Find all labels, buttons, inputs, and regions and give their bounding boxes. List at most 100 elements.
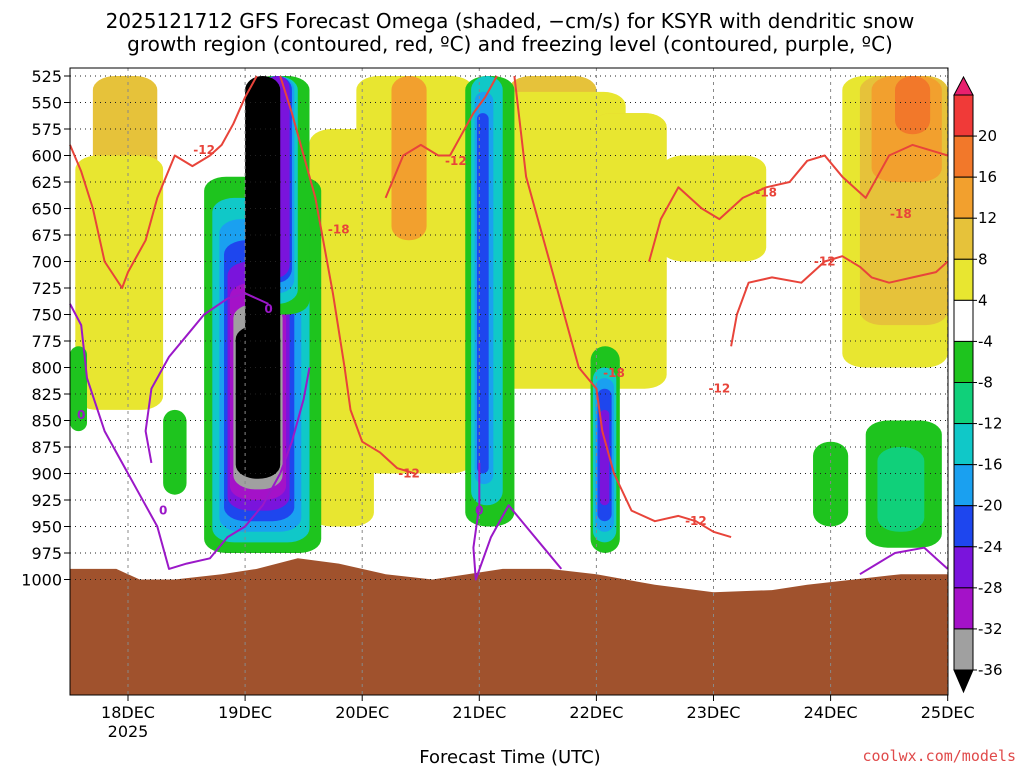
y-tick-725: 725	[31, 279, 62, 298]
omega-area-4	[356, 76, 474, 474]
y-tick-575: 575	[31, 120, 62, 139]
colorbar-label--20: -20	[978, 497, 1003, 515]
x-tick-25DEC: 25DEC	[921, 703, 975, 722]
omega-area-37	[476, 113, 489, 474]
y-tick-550: 550	[31, 94, 62, 113]
y-tick-925: 925	[31, 491, 62, 510]
omega-area-33	[245, 76, 281, 474]
contour-labels: -12 -12 -18 -12 -18 -18 -12 -18 -12 -12 0 0 0 0	[77, 143, 912, 528]
y-tick-850: 850	[31, 412, 62, 431]
y-tick-600: 600	[31, 147, 62, 166]
contour-label-4: -18	[755, 186, 777, 200]
y-tick-975: 975	[31, 544, 62, 563]
dgz-contour-3	[513, 75, 732, 539]
freezing-level-contour-6	[69, 303, 311, 570]
dgz-contour-0	[69, 75, 258, 289]
y-tick-775: 775	[31, 332, 62, 351]
colorbar-label-4: 4	[978, 291, 988, 309]
contour-label-12: 0	[159, 504, 167, 518]
colorbar-label--16: -16	[978, 456, 1003, 474]
colorbar-label--8: -8	[978, 374, 993, 392]
plot-area: -12 -12 -18 -12 -18 -18 -12 -18 -12 -12 0 0 0 0	[69, 67, 949, 696]
colorbar-cell-1	[953, 135, 974, 178]
y-tick-625: 625	[31, 173, 62, 192]
y-tick-650: 650	[31, 200, 62, 219]
colorbar-cell-0	[953, 94, 974, 137]
y-tick-950: 950	[31, 518, 62, 537]
contour-label-11: 0	[77, 408, 85, 422]
colorbar-cell-4	[953, 258, 974, 301]
colorbar-cell-7	[953, 382, 974, 425]
omega-area-14	[895, 76, 931, 135]
x-tick-24DEC: 24DEC	[804, 703, 858, 722]
colorbar-label--24: -24	[978, 538, 1003, 556]
omega-area-9	[590, 113, 667, 389]
y-tick-1000: 1000	[21, 571, 62, 590]
colorbar-label--32: -32	[978, 620, 1003, 638]
x-tick-23DEC: 23DEC	[687, 703, 741, 722]
terrain-layer	[70, 558, 948, 695]
dgz-contour-5	[730, 255, 949, 347]
colorbar-bottom-arrow	[953, 669, 974, 694]
y-tick-900: 900	[31, 465, 62, 484]
colorbar-top-arrow	[953, 75, 974, 96]
y-tick-525: 525	[31, 67, 62, 86]
omega-area-19	[163, 409, 187, 495]
x-axis-title: Forecast Time (UTC)	[419, 747, 600, 768]
contour-lines	[69, 75, 949, 581]
contour-label-2: -18	[328, 223, 350, 237]
omega-area-5	[391, 76, 427, 241]
colorbar-cell-5	[953, 299, 974, 342]
colorbar-label--4: -4	[978, 332, 993, 350]
colorbar-cell-3	[953, 217, 974, 260]
chart-title-line-2: growth region (contoured, red, ºC) and f…	[127, 32, 893, 56]
colorbar-cell-13	[953, 628, 974, 671]
y-tick-825: 825	[31, 385, 62, 404]
colorbar-label-8: 8	[978, 250, 988, 268]
x-tick-20DEC: 20DEC	[335, 703, 389, 722]
colorbar-label--12: -12	[978, 415, 1003, 433]
chart-title-line-1: 2025121712 GFS Forecast Omega (shaded, −…	[106, 9, 915, 33]
colorbar-label-16: 16	[978, 168, 997, 186]
colorbar-cell-12	[953, 587, 974, 630]
dgz-contour-2	[384, 75, 498, 199]
y-axis: 525 550 575 600 625 650 675 700 725 750 775 800 825 8…	[21, 67, 70, 590]
dgz-contour-1	[279, 75, 416, 475]
colorbar-cell-8	[953, 423, 974, 466]
x-axis-year: 2025	[108, 722, 149, 741]
contour-label-1: -12	[445, 154, 467, 168]
plot-frame	[69, 67, 949, 696]
colorbar-cell-2	[953, 176, 974, 219]
omega-area-18	[70, 346, 88, 432]
x-tick-19DEC: 19DEC	[218, 703, 272, 722]
x-tick-22DEC: 22DEC	[569, 703, 623, 722]
x-tick-21DEC: 21DEC	[452, 703, 506, 722]
dgz-contour-4	[648, 143, 948, 262]
y-tick-675: 675	[31, 226, 62, 245]
y-tick-700: 700	[31, 253, 62, 272]
contour-label-9: -12	[685, 514, 707, 528]
colorbar-label-12: 12	[978, 209, 997, 227]
contour-label-3: -12	[398, 467, 420, 481]
x-axis: 18DEC 19DEC 20DEC 21DEC 22DEC 23DEC 24DEC 25DEC	[101, 695, 975, 722]
contour-label-10: 0	[264, 302, 272, 316]
contour-label-8: -12	[709, 382, 731, 396]
credit-text: coolwx.com/models	[862, 747, 1016, 765]
colorbar: 20 16 12 8 4 -4 -8 -12 -16 -20 -24 -28 -32 -36	[953, 75, 1003, 694]
colorbar-cell-11	[953, 546, 974, 589]
x-tick-18DEC: 18DEC	[101, 703, 155, 722]
colorbar-label--28: -28	[978, 579, 1003, 597]
y-tick-800: 800	[31, 359, 62, 378]
colorbar-label--36: -36	[978, 661, 1003, 679]
colorbar-cell-9	[953, 464, 974, 507]
omega-shading	[70, 76, 948, 553]
contour-label-7: -18	[603, 366, 625, 380]
colorbar-label-20: 20	[978, 127, 997, 145]
colorbar-cell-6	[953, 340, 974, 383]
contour-label-13: 0	[475, 504, 483, 518]
freezing-level-contour-8	[472, 462, 563, 581]
omega-area-16	[877, 447, 925, 532]
freezing-level-contour-7	[144, 292, 269, 464]
y-tick-750: 750	[31, 306, 62, 325]
